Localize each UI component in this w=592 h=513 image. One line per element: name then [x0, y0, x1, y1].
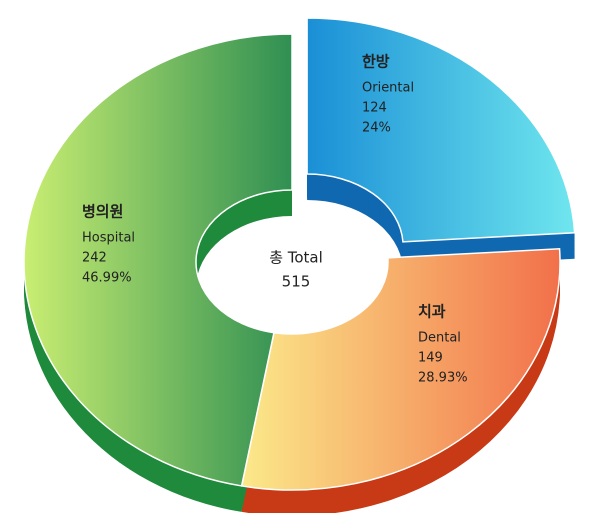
slice-value: 149	[418, 351, 443, 366]
slice-value: 242	[82, 251, 107, 266]
slice	[240, 248, 561, 491]
slice-percent: 46.99%	[82, 271, 132, 286]
slice-name: 한방	[362, 53, 390, 71]
slice	[23, 33, 293, 487]
slice-subname: Oriental	[362, 81, 414, 96]
slice-name: 병의원	[82, 203, 123, 221]
center-total: 515	[282, 273, 311, 291]
slice-value: 124	[362, 101, 387, 116]
slice-name: 치과	[418, 303, 446, 321]
slice	[306, 17, 576, 243]
donut	[23, 17, 576, 513]
slice-percent: 28.93%	[418, 371, 468, 386]
center-label: 총 Total	[269, 249, 323, 267]
slice-percent: 24%	[362, 121, 391, 136]
slice-subname: Dental	[418, 331, 461, 346]
slice-subname: Hospital	[82, 231, 135, 246]
